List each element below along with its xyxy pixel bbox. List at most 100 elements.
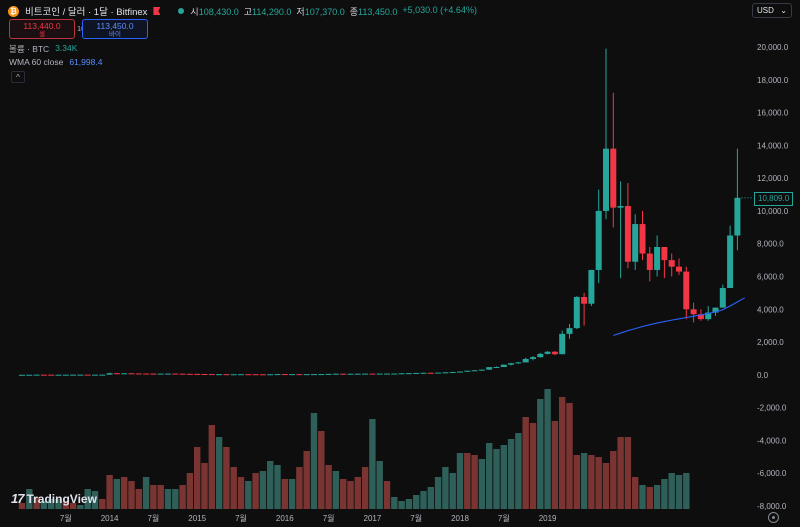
volume-label: 볼륨 · BTC: [9, 44, 50, 54]
wma-indicator[interactable]: WMA 60 close 61,998.4: [9, 57, 102, 69]
volume-bar: [310, 413, 318, 509]
volume-bar: [449, 473, 456, 509]
volume-bar: [186, 473, 194, 509]
candle-body: [143, 373, 150, 375]
candle-body: [603, 148, 609, 211]
volume-bar: [237, 477, 245, 509]
volume-bar: [522, 417, 529, 509]
candle-body: [157, 373, 164, 375]
volume-bar: [675, 475, 683, 509]
buy-button[interactable]: 113,450.0 바이: [82, 19, 148, 39]
candle-body: [55, 374, 62, 376]
volume-bar: [391, 497, 398, 509]
close-value: 113,450.0: [358, 6, 398, 17]
currency-select[interactable]: USD ⌄: [752, 3, 792, 18]
volume-bar: [325, 465, 332, 509]
volume-bar: [48, 499, 55, 509]
candle-body: [259, 374, 266, 376]
volume-bar: [332, 471, 340, 509]
candle-body: [537, 353, 544, 358]
volume-bar: [347, 481, 354, 509]
volume-bar: [500, 445, 507, 509]
volume-bar: [646, 487, 653, 509]
volume-bar: [653, 485, 661, 509]
candle-body: [588, 269, 595, 304]
candle-body: [113, 373, 120, 375]
x-tick-label: 2018: [451, 514, 469, 523]
volume-bar: [413, 495, 420, 509]
currency-value: USD: [757, 6, 774, 15]
volume-bar: [493, 449, 500, 509]
candle-body: [508, 363, 515, 365]
volume-bar: [602, 463, 610, 509]
candle-body: [332, 373, 339, 375]
volume-bar: [383, 481, 391, 509]
candle-body: [471, 370, 478, 372]
volume-bar: [40, 501, 48, 509]
candle-body: [48, 374, 55, 376]
volume-bar: [537, 399, 544, 509]
volume-value: 3.34K: [55, 43, 78, 53]
wma-line: [613, 297, 745, 337]
volume-bar: [668, 473, 675, 509]
volume-indicator[interactable]: 볼륨 · BTC 3.34K: [9, 43, 77, 55]
candle-body: [420, 372, 427, 374]
candle-body: [544, 351, 551, 354]
candle-body: [391, 373, 398, 375]
volume-bar: [632, 477, 639, 509]
y-tick-label: 16,000.0: [757, 109, 789, 118]
volume-bar: [128, 481, 135, 509]
x-tick-label: 7월: [323, 513, 335, 523]
volume-bar: [624, 437, 632, 509]
volume-bar: [566, 403, 573, 509]
volume-bar: [573, 455, 580, 509]
y-tick-label: -2,000.0: [757, 404, 787, 413]
close-label: 종: [349, 6, 359, 17]
y-tick-label: 2,000.0: [757, 338, 784, 347]
candle-body: [289, 374, 296, 376]
volume-bar: [434, 477, 442, 509]
candle-body: [435, 372, 442, 374]
candle-body: [245, 374, 252, 376]
volume-bar: [471, 455, 478, 509]
y-tick-label: 10,000.0: [757, 207, 789, 216]
candle-body: [172, 373, 179, 375]
sell-button[interactable]: 113,440.0 셀: [9, 19, 75, 39]
x-tick-label: 2015: [188, 514, 206, 523]
candle-body: [92, 374, 98, 376]
candle-body: [281, 374, 288, 376]
flag-icon[interactable]: [153, 7, 161, 15]
buy-label: 바이: [109, 30, 121, 38]
candle-body: [340, 373, 347, 375]
volume-bar: [610, 451, 617, 509]
candle-body: [194, 373, 201, 375]
x-tick-label: 7월: [60, 513, 72, 523]
collapse-legend-button[interactable]: ^: [11, 71, 25, 83]
last-price-label: 10,809.0: [754, 192, 794, 206]
volume-bar: [194, 447, 201, 509]
candle-body: [610, 148, 617, 208]
open-value: 108,430.0: [198, 6, 239, 17]
candle-body: [522, 358, 529, 363]
candle-body: [697, 314, 704, 320]
y-tick-label: 14,000.0: [757, 141, 789, 150]
y-tick-label: 0.0: [757, 371, 769, 380]
candle-body: [354, 373, 361, 375]
wma-label: WMA 60 close: [9, 57, 64, 67]
candle-body: [530, 357, 536, 359]
volume-bar: [398, 501, 405, 509]
candle-body: [77, 374, 84, 376]
volume-bar: [478, 459, 486, 509]
volume-bar: [267, 461, 274, 509]
candle-body: [646, 253, 653, 270]
candle-body: [668, 260, 675, 267]
symbol-title[interactable]: 비트코인 / 달러 · 1달 · Bitfinex: [25, 7, 148, 18]
candle-body: [398, 373, 405, 375]
candle-body: [405, 373, 412, 375]
volume-bar: [281, 479, 288, 509]
gear-icon[interactable]: [768, 512, 779, 523]
volume-bar: [157, 485, 164, 509]
candle-body: [369, 373, 376, 375]
candle-body: [19, 374, 25, 376]
